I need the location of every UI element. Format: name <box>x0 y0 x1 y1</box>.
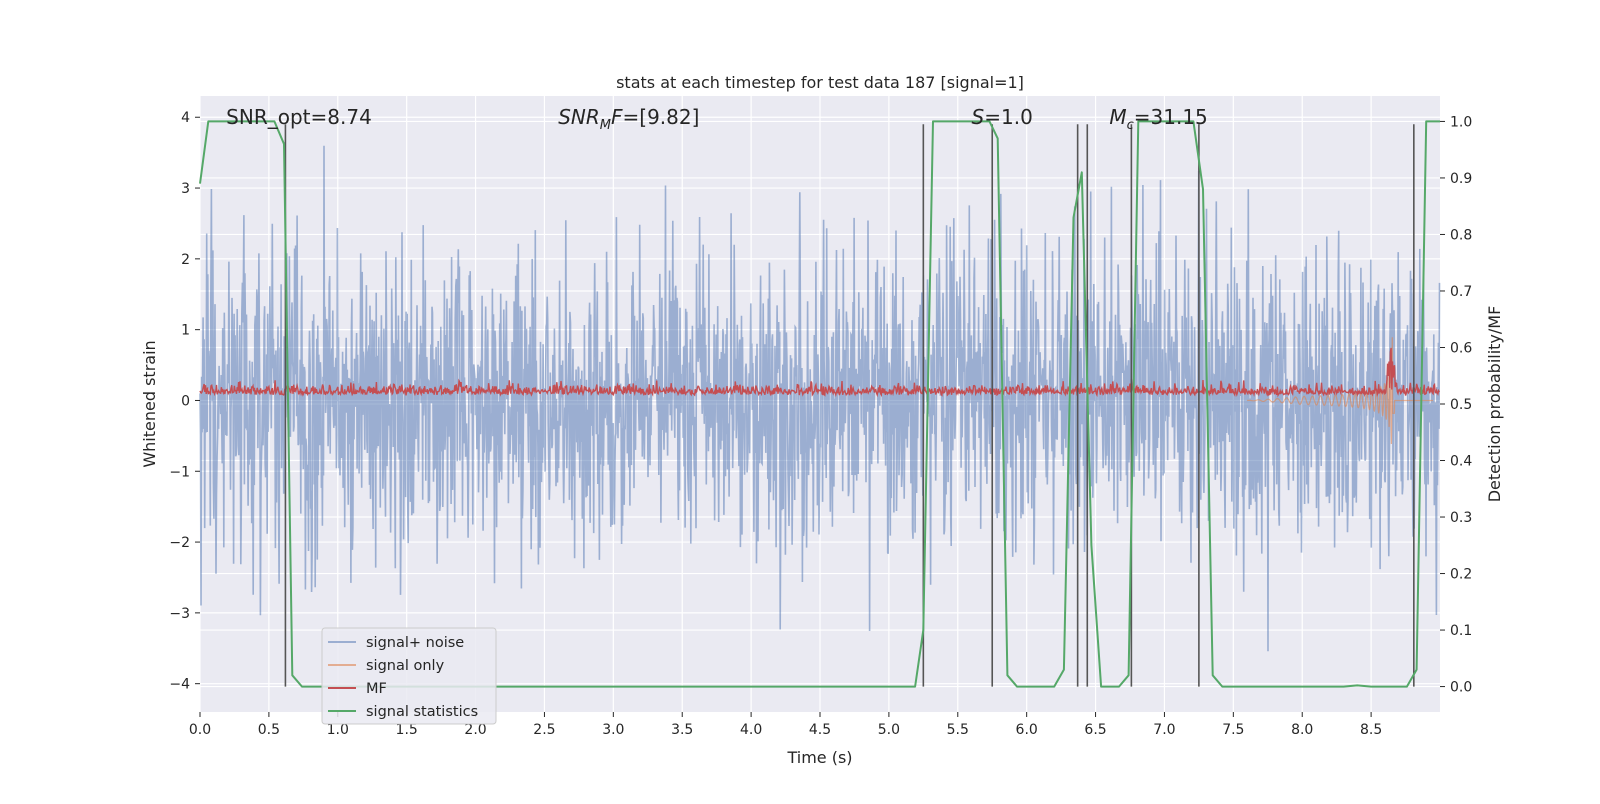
y-tick-label: −4 <box>169 677 190 693</box>
y2-axis-ticks: 1.0 0.9 0.8 0.7 0.6 0.5 0.4 0.3 0.2 0.1 0.0 <box>1440 114 1472 696</box>
series-signal-statistics <box>199 120 1440 688</box>
legend-entry: signal statistics <box>366 704 478 720</box>
x-tick-label: 3.5 <box>671 722 693 738</box>
y-tick-label: −3 <box>169 606 190 622</box>
y-tick-label: 3 <box>181 181 190 197</box>
x-axis-label: Time (s) <box>786 748 852 767</box>
y-axis-ticks: 4 3 2 1 0 −1 −2 −3 −4 <box>169 110 200 693</box>
x-tick-label: 2.0 <box>464 722 486 738</box>
x-tick-label: 5.0 <box>878 722 900 738</box>
x-tick-label: 6.0 <box>1016 722 1038 738</box>
y2-tick-label: 0.5 <box>1450 397 1472 413</box>
x-tick-label: 1.0 <box>327 722 349 738</box>
annotations: SNR_opt=8.74 SNRMF=[9.82] S=1.0 Mc=31.15 <box>226 105 1208 133</box>
y2-tick-label: 0.8 <box>1450 227 1472 243</box>
y2-tick-label: 0.2 <box>1450 567 1472 583</box>
x-tick-label: 3.0 <box>602 722 624 738</box>
line-mf <box>199 347 1440 398</box>
y2-tick-label: 0.6 <box>1450 340 1472 356</box>
x-tick-label: 0.5 <box>258 722 280 738</box>
series-signal-noise <box>199 145 1441 652</box>
x-tick-label: 8.0 <box>1291 722 1313 738</box>
y2-tick-label: 0.4 <box>1450 454 1472 470</box>
x-tick-label: 7.5 <box>1222 722 1244 738</box>
y-tick-label: 4 <box>181 110 190 126</box>
legend-entry: MF <box>366 681 387 697</box>
legend-box <box>321 627 497 725</box>
y2-tick-label: 0.1 <box>1450 623 1472 639</box>
y-tick-label: −1 <box>169 464 190 480</box>
x-tick-label: 0.0 <box>189 722 211 738</box>
series-mf <box>199 347 1440 398</box>
y2-tick-label: 0.7 <box>1450 284 1472 300</box>
y-tick-label: 1 <box>181 323 190 339</box>
legend-entry: signal+ noise <box>366 635 464 651</box>
x-tick-label: 6.5 <box>1084 722 1106 738</box>
x-tick-label: 7.0 <box>1153 722 1175 738</box>
chart-annotation: SNRMF=[9.82] <box>558 105 699 133</box>
chart-annotation: S=1.0 <box>972 105 1033 129</box>
y-axis-label: Whitened strain <box>140 340 159 467</box>
x-tick-label: 4.5 <box>809 722 831 738</box>
y-tick-label: 0 <box>181 393 190 409</box>
x-tick-label: 1.5 <box>396 722 418 738</box>
y2-tick-label: 0.9 <box>1450 171 1472 187</box>
x-tick-label: 4.0 <box>740 722 762 738</box>
series-signal-only <box>1246 337 1434 445</box>
chart-annotation: SNR_opt=8.74 <box>226 105 372 129</box>
y2-tick-label: 0.0 <box>1450 680 1472 696</box>
x-tick-label: 2.5 <box>533 722 555 738</box>
y2-tick-label: 1.0 <box>1450 114 1472 130</box>
y-tick-label: −2 <box>169 535 190 551</box>
chart-annotation: Mc=31.15 <box>1109 105 1207 133</box>
y-tick-label: 2 <box>181 252 190 268</box>
y2-axis-label: Detection probability/MF <box>1485 306 1504 503</box>
line-signal-only <box>1246 337 1434 445</box>
x-axis-ticks: 0.0 0.5 1.0 1.5 2.0 2.5 3.0 3.5 4.0 4.5 5.0 5.5 6.0 6… <box>189 712 1382 738</box>
x-tick-label: 5.5 <box>947 722 969 738</box>
y2-tick-label: 0.3 <box>1450 510 1472 526</box>
legend-entry: signal only <box>366 658 445 674</box>
legend: signal+ noise signal only MF signal statist… <box>321 627 497 725</box>
x-tick-label: 8.5 <box>1360 722 1382 738</box>
chart-title: stats at each timestep for test data 187… <box>616 73 1024 92</box>
line-signal-noise <box>199 145 1441 652</box>
line-signal-statistics <box>199 120 1440 688</box>
